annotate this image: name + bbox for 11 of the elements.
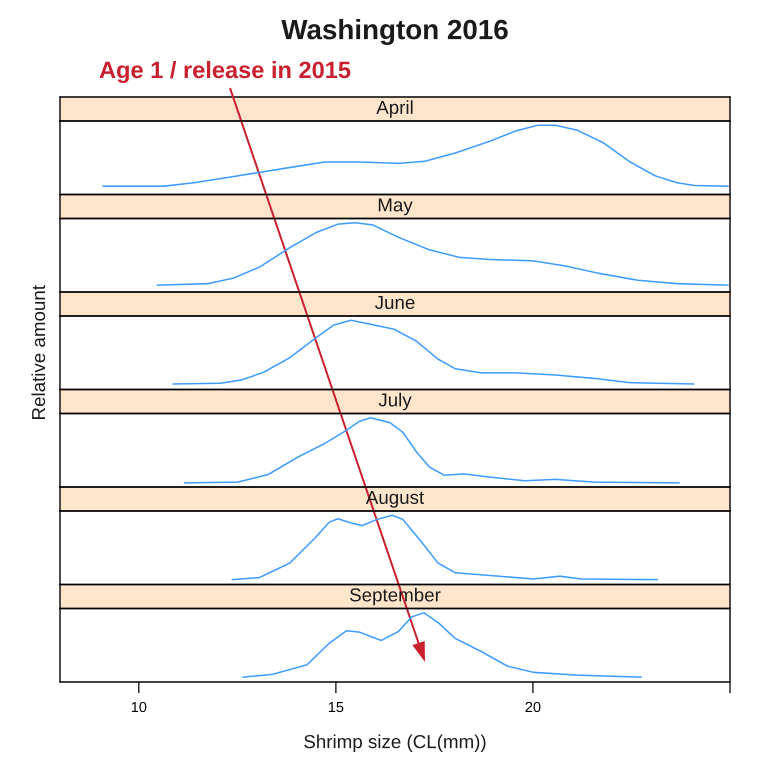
x-tick-label: 20	[526, 702, 540, 712]
y-axis-title: Relative amount	[31, 285, 46, 419]
series-label: June	[374, 296, 414, 310]
x-axis-title: Shrimp size (CL(mm))	[304, 734, 486, 752]
x-tick-label: 10	[132, 702, 146, 712]
text: Age 1 / release in 2015	[100, 60, 350, 84]
series-label: July	[378, 392, 412, 410]
series-label: May	[378, 198, 413, 216]
text: April	[376, 100, 412, 118]
x-tick-label: 15	[328, 702, 344, 712]
chart-title: Washington 2016	[281, 18, 508, 46]
